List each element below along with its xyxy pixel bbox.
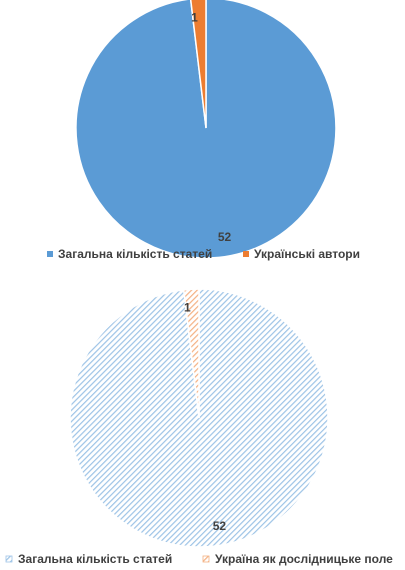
legend-label-1: Загальна кількість статей bbox=[58, 247, 212, 261]
legend-label-2: Україна як дослідницьке поле bbox=[215, 552, 393, 566]
pie-slice-1 bbox=[75, 0, 337, 259]
legend-swatch-1 bbox=[5, 555, 13, 563]
pie-chart-ukraine-research-field: 52 1 bbox=[69, 288, 329, 548]
data-label-1: 52 bbox=[218, 230, 232, 244]
data-label-2: 1 bbox=[184, 300, 191, 314]
legend-chart-1: Загальна кількість статей Українські авто… bbox=[47, 247, 360, 261]
data-label-1: 52 bbox=[213, 519, 227, 533]
pie-chart-ukrainian-authors: 52 1 bbox=[75, 0, 337, 259]
legend-swatch-1 bbox=[47, 251, 53, 257]
legend-swatch-2 bbox=[202, 555, 210, 563]
data-label-2: 1 bbox=[191, 11, 198, 25]
legend-swatch-2 bbox=[243, 251, 249, 257]
legend-chart-2: Загальна кількість статей Україна як досл… bbox=[5, 552, 393, 566]
legend-label-2: Українські автори bbox=[254, 247, 360, 261]
pie-slice-2 bbox=[182, 288, 200, 419]
pie-slice-2 bbox=[189, 0, 207, 129]
legend-label-1: Загальна кількість статей bbox=[18, 552, 172, 566]
